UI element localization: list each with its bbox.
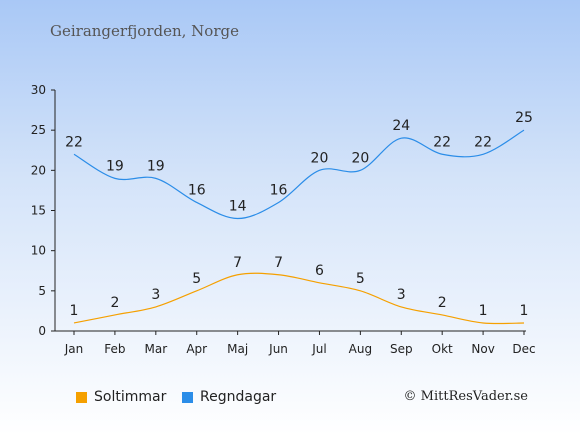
- y-tick-label: 20: [31, 163, 46, 177]
- sun-data-label: 3: [397, 287, 406, 303]
- sun-data-label: 1: [520, 303, 529, 319]
- y-tick-label: 25: [31, 123, 46, 137]
- x-tick-label: Jul: [311, 342, 326, 356]
- x-tick-label: Maj: [227, 342, 248, 356]
- x-tick-label: Sep: [390, 342, 413, 356]
- sun-data-label: 6: [315, 263, 324, 279]
- x-tick-label: Aug: [349, 342, 372, 356]
- x-tick-label: Okt: [432, 342, 453, 356]
- rain-data-label: 22: [65, 134, 83, 150]
- sun-data-label: 2: [438, 295, 447, 311]
- rain-data-label: 19: [147, 158, 165, 174]
- rain-data-label: 19: [106, 158, 124, 174]
- rain-data-label: 14: [229, 199, 247, 215]
- rain-data-label: 25: [515, 110, 533, 126]
- rain-data-label: 20: [311, 150, 329, 166]
- sun-data-label: 5: [356, 271, 365, 287]
- y-tick-label: 0: [38, 324, 46, 338]
- y-tick-label: 5: [38, 284, 46, 298]
- rain-data-label: 22: [474, 134, 492, 150]
- sun-data-label: 7: [274, 255, 283, 271]
- x-tick-label: Feb: [104, 342, 125, 356]
- sun-swatch-icon: [76, 391, 87, 403]
- rain-data-label: 20: [351, 150, 369, 166]
- sun-data-label: 5: [192, 271, 201, 287]
- sun-series-line: [73, 272, 525, 325]
- y-tick-label: 15: [31, 204, 46, 218]
- rain-data-label: 16: [188, 182, 206, 198]
- sun-data-label: 1: [70, 303, 79, 319]
- x-tick-label: Jun: [268, 342, 288, 356]
- sun-data-label: 2: [110, 295, 119, 311]
- sun-data-label: 1: [479, 303, 488, 319]
- legend-label-rain: Regndagar: [200, 389, 277, 405]
- chart-title: Geirangerfjorden, Norge: [50, 22, 239, 40]
- rain-data-label: 22: [433, 134, 451, 150]
- rain-data-label: 16: [270, 182, 288, 198]
- rain-data-label: 24: [392, 118, 410, 134]
- sun-data-label: 3: [151, 287, 160, 303]
- y-tick-label: 30: [31, 83, 46, 97]
- rain-swatch-icon: [182, 391, 193, 403]
- x-tick-label: Dec: [512, 342, 535, 356]
- legend-label-sun: Soltimmar: [94, 389, 167, 405]
- source-credit: © MittResVader.se: [403, 389, 528, 404]
- legend-item-rain: Regndagar: [182, 389, 276, 405]
- x-tick-label: Jan: [64, 342, 84, 356]
- y-tick-label: 10: [31, 244, 46, 258]
- x-tick-label: Mar: [144, 342, 167, 356]
- legend-item-sun: Soltimmar: [76, 389, 166, 405]
- sun-data-label: 7: [233, 255, 242, 271]
- x-tick-label: Nov: [471, 342, 494, 356]
- x-tick-label: Apr: [186, 342, 207, 356]
- rain-series-line: [73, 129, 525, 220]
